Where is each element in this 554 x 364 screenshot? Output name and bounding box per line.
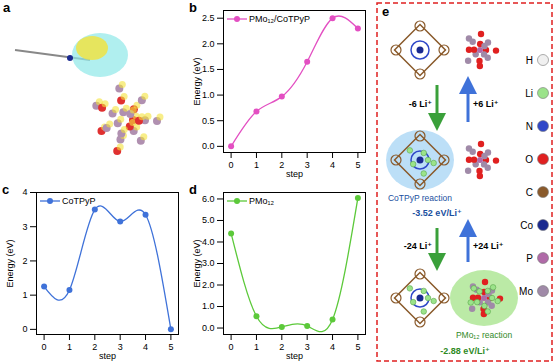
svg-text:3: 3 (305, 160, 310, 170)
svg-text:O: O (525, 154, 533, 165)
svg-text:Energy (eV): Energy (eV) (5, 239, 15, 287)
svg-text:Mo: Mo (519, 286, 533, 297)
svg-text:2: 2 (279, 160, 284, 170)
svg-text:0: 0 (229, 342, 234, 352)
svg-text:1: 1 (254, 160, 259, 170)
svg-text:0.5: 0.5 (202, 116, 215, 126)
svg-text:2.0: 2.0 (202, 39, 215, 49)
svg-text:4.0: 4.0 (202, 237, 215, 247)
svg-text:3.0: 3.0 (202, 258, 215, 268)
html-text:b: b (189, 0, 197, 15)
svg-text:4: 4 (143, 342, 148, 352)
svg-text:4: 4 (22, 187, 27, 197)
svg-text:5: 5 (355, 342, 360, 352)
svg-text:6.0: 6.0 (202, 194, 215, 204)
svg-text:2: 2 (92, 342, 97, 352)
svg-text:CoTPyP reaction: CoTPyP reaction (388, 193, 452, 203)
svg-text:3: 3 (118, 342, 123, 352)
svg-text:N: N (526, 121, 533, 132)
svg-text:1.0: 1.0 (202, 90, 215, 100)
html-text:a: a (3, 0, 11, 15)
svg-text:H: H (526, 55, 533, 66)
svg-text:3: 3 (22, 222, 27, 232)
svg-text:-3.52 eV/Li⁺: -3.52 eV/Li⁺ (412, 208, 462, 218)
html-text:PMo₁₂: PMo₁₂ (249, 196, 274, 206)
svg-text:step: step (286, 169, 303, 179)
svg-text:1: 1 (254, 342, 259, 352)
html-text:PMo₁₂/CoTPyP: PMo₁₂/CoTPyP (249, 14, 310, 24)
svg-text:2.5: 2.5 (202, 13, 215, 23)
svg-text:-24 Li⁺: -24 Li⁺ (404, 241, 433, 251)
svg-text:2.0: 2.0 (202, 280, 215, 290)
html-text:d: d (189, 182, 197, 197)
svg-text:Li: Li (525, 88, 533, 99)
svg-text:C: C (526, 187, 533, 198)
svg-text:1.0: 1.0 (202, 301, 215, 311)
svg-text:-2.88 eV/Li⁺: -2.88 eV/Li⁺ (440, 346, 490, 356)
svg-text:5.0: 5.0 (202, 215, 215, 225)
svg-text:+6 Li⁺: +6 Li⁺ (473, 99, 499, 109)
svg-text:4: 4 (330, 342, 335, 352)
svg-text:3: 3 (305, 342, 310, 352)
svg-text:1: 1 (22, 290, 27, 300)
svg-text:0: 0 (22, 324, 27, 334)
svg-text:5: 5 (168, 342, 173, 352)
svg-text:Co: Co (520, 220, 533, 231)
svg-text:step: step (99, 351, 116, 361)
svg-text:P: P (526, 253, 533, 264)
svg-text:0: 0 (229, 160, 234, 170)
svg-text:4: 4 (330, 160, 335, 170)
html-text:CoTPyP: CoTPyP (62, 196, 96, 206)
svg-text:0.0: 0.0 (202, 141, 215, 151)
svg-text:0.0: 0.0 (202, 323, 215, 333)
svg-text:PMo₁₂ reaction: PMo₁₂ reaction (456, 330, 513, 340)
svg-text:step: step (286, 351, 303, 361)
svg-text:+24 Li⁺: +24 Li⁺ (473, 241, 504, 251)
svg-text:0: 0 (42, 342, 47, 352)
svg-text:-6 Li⁺: -6 Li⁺ (409, 99, 433, 109)
svg-text:2: 2 (279, 342, 284, 352)
html-text:c: c (2, 182, 10, 197)
svg-text:5: 5 (355, 160, 360, 170)
svg-text:Energy (eV): Energy (eV) (192, 239, 202, 287)
svg-text:2: 2 (22, 256, 27, 266)
svg-text:1.5: 1.5 (202, 64, 215, 74)
svg-text:Energy (eV): Energy (eV) (192, 57, 202, 105)
svg-text:1: 1 (67, 342, 72, 352)
html-text:e: e (382, 4, 390, 19)
